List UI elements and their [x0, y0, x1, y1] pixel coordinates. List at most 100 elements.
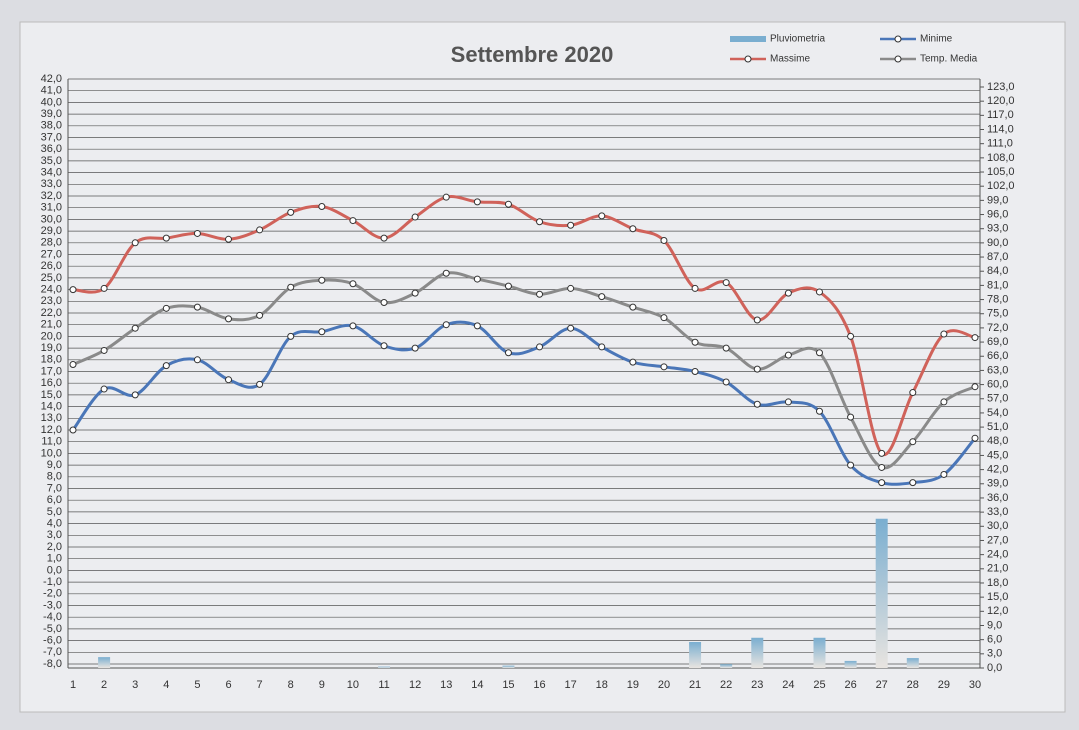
x-tick-label: 18 [596, 679, 608, 691]
marker [971, 334, 979, 342]
y-tick-label: -8,0 [43, 658, 62, 670]
y2-tick-label: 51,0 [987, 421, 1008, 433]
marker [442, 269, 450, 277]
x-tick-label: 7 [257, 679, 263, 691]
legend-marker [894, 35, 902, 43]
x-tick-label: 16 [533, 679, 545, 691]
marker [504, 282, 512, 290]
y-tick-label: 33,0 [41, 178, 62, 190]
y2-tick-label: 84,0 [987, 265, 1008, 277]
marker [380, 298, 388, 306]
marker [567, 324, 575, 332]
marker [380, 342, 388, 350]
y-tick-label: -6,0 [43, 635, 62, 647]
x-tick-label: 6 [225, 679, 231, 691]
y2-tick-label: 93,0 [987, 223, 1008, 235]
y-tick-label: 3,0 [47, 529, 62, 541]
y-tick-label: 15,0 [41, 389, 62, 401]
x-tick-label: 22 [720, 679, 732, 691]
marker [878, 463, 886, 471]
x-tick-label: 5 [194, 679, 200, 691]
marker [971, 383, 979, 391]
marker [442, 193, 450, 201]
marker [349, 217, 357, 225]
marker [536, 218, 544, 226]
x-tick-label: 17 [565, 679, 577, 691]
marker [909, 438, 917, 446]
y-tick-label: 23,0 [41, 295, 62, 307]
y-tick-label: 7,0 [47, 482, 62, 494]
bar [720, 664, 733, 668]
y-tick-label: 18,0 [41, 354, 62, 366]
y2-tick-label: 66,0 [987, 350, 1008, 362]
marker [971, 434, 979, 442]
y-tick-label: 25,0 [41, 272, 62, 284]
y2-tick-label: 39,0 [987, 478, 1008, 490]
bar [875, 518, 888, 668]
bar [502, 665, 515, 668]
y2-tick-label: 9,0 [987, 619, 1002, 631]
y-tick-label: 11,0 [41, 436, 62, 448]
y-tick-label: 17,0 [41, 365, 62, 377]
marker [193, 229, 201, 237]
y-tick-label: 10,0 [41, 447, 62, 459]
y-tick-label: 12,0 [41, 424, 62, 436]
marker [380, 234, 388, 242]
y2-tick-label: 6,0 [987, 634, 1002, 646]
marker [411, 344, 419, 352]
y-tick-label: -7,0 [43, 646, 62, 658]
y-tick-label: 20,0 [41, 330, 62, 342]
marker [598, 293, 606, 301]
y2-tick-label: 102,0 [987, 180, 1015, 192]
marker [69, 286, 77, 294]
marker [193, 303, 201, 311]
y2-tick-label: 42,0 [987, 464, 1008, 476]
marker [691, 338, 699, 346]
marker [722, 378, 730, 386]
x-tick-label: 20 [658, 679, 670, 691]
y2-tick-label: 45,0 [987, 449, 1008, 461]
marker [349, 280, 357, 288]
y-tick-label: 16,0 [41, 377, 62, 389]
legend-marker [744, 55, 752, 63]
x-tick-label: 9 [319, 679, 325, 691]
marker [287, 208, 295, 216]
x-tick-label: 4 [163, 679, 169, 691]
marker [473, 198, 481, 206]
y2-tick-label: 0,0 [987, 662, 1002, 674]
y2-tick-label: 48,0 [987, 435, 1008, 447]
marker [411, 289, 419, 297]
bar [751, 637, 764, 668]
y-tick-label: 6,0 [47, 494, 62, 506]
y-tick-label: 30,0 [41, 213, 62, 225]
marker [815, 288, 823, 296]
marker [847, 413, 855, 421]
y-tick-label: 22,0 [41, 307, 62, 319]
marker [162, 362, 170, 370]
marker [225, 315, 233, 323]
x-tick-label: 1 [70, 679, 76, 691]
y2-tick-label: 36,0 [987, 492, 1008, 504]
y2-tick-label: 72,0 [987, 322, 1008, 334]
marker [473, 322, 481, 330]
marker [722, 279, 730, 287]
y-tick-label: 41,0 [41, 85, 62, 97]
x-tick-label: 19 [627, 679, 639, 691]
legend-label: Pluviometria [770, 34, 825, 45]
marker [256, 311, 264, 319]
legend-label: Temp. Media [920, 54, 978, 65]
marker [567, 284, 575, 292]
y2-tick-label: 117,0 [987, 109, 1014, 121]
marker [629, 303, 637, 311]
y2-tick-label: 114,0 [987, 123, 1014, 135]
y-tick-label: 27,0 [41, 248, 62, 260]
y-tick-label: 29,0 [41, 225, 62, 237]
marker [847, 461, 855, 469]
marker [131, 324, 139, 332]
x-tick-label: 11 [378, 679, 389, 691]
marker [318, 276, 326, 284]
marker [131, 239, 139, 247]
x-tick-label: 15 [502, 679, 514, 691]
marker [598, 212, 606, 220]
y2-tick-label: 54,0 [987, 407, 1008, 419]
